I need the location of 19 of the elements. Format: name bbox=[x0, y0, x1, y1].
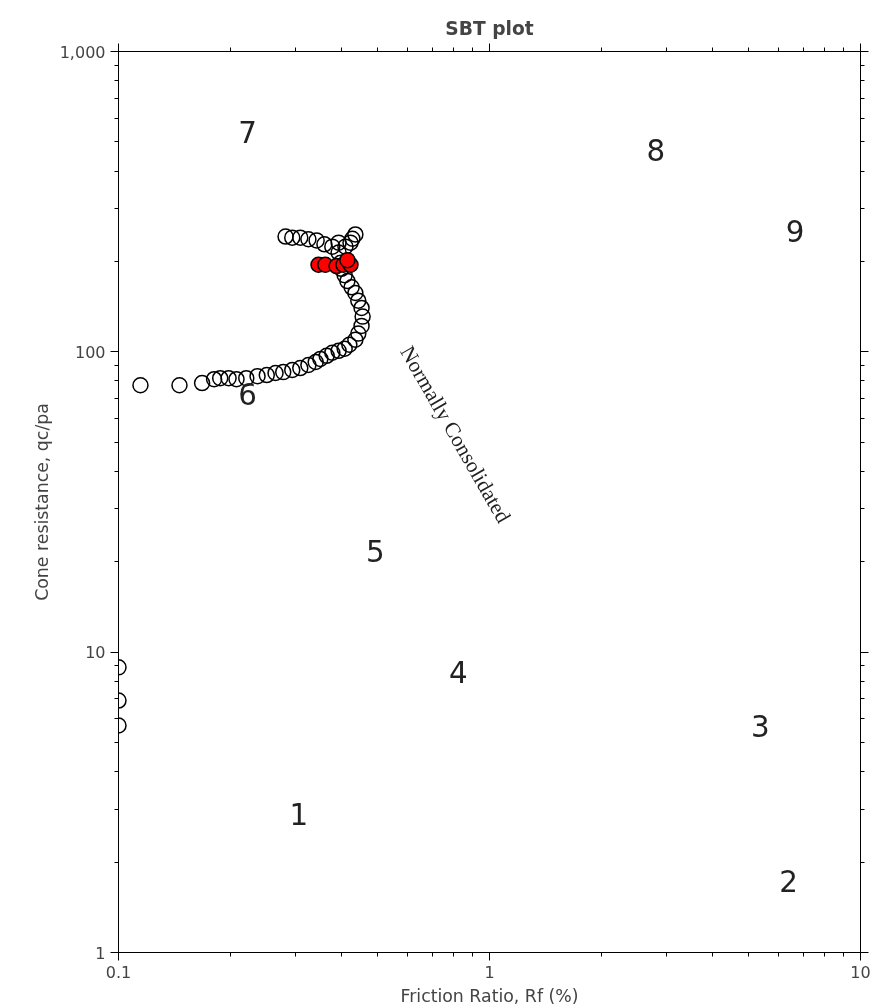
annotation: 5 bbox=[365, 534, 385, 569]
annotation: 9 bbox=[785, 214, 805, 249]
annotation: 7 bbox=[238, 115, 257, 150]
x-axis-title: Friction Ratio, Rf (%) bbox=[400, 985, 579, 1006]
x-tick-label: 0.1 bbox=[105, 962, 132, 982]
x-tick-label: 1 bbox=[484, 962, 495, 982]
y-tick-label: 1 bbox=[95, 943, 106, 963]
y-tick-label: 10 bbox=[85, 643, 106, 663]
chart-title: SBT plot bbox=[445, 17, 534, 39]
annotation: 6 bbox=[238, 377, 257, 412]
x-tick-label: 10 bbox=[850, 962, 871, 982]
annotation: 8 bbox=[646, 133, 666, 168]
y-tick-label: 100 bbox=[74, 342, 106, 362]
annotation: 1 bbox=[289, 797, 309, 832]
annotation: 4 bbox=[449, 656, 468, 691]
y-tick-label: 1,000 bbox=[59, 42, 106, 62]
y-axis-title: Cone resistance, qc/pa bbox=[31, 403, 52, 601]
annotation: 3 bbox=[751, 710, 770, 745]
annotation: 2 bbox=[779, 865, 798, 900]
